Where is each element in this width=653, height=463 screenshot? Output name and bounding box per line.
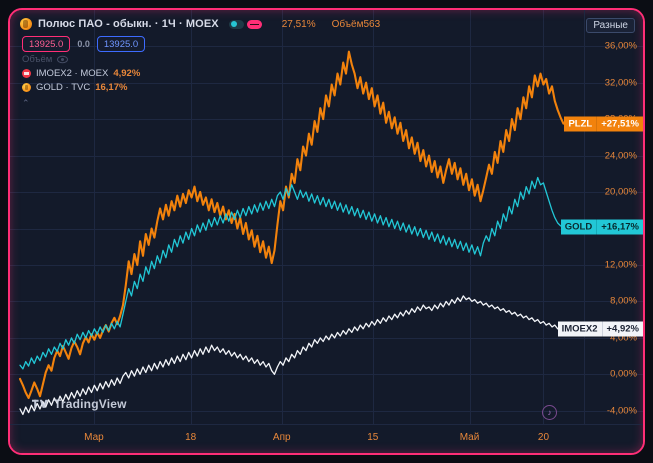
gridline-vertical <box>543 10 545 425</box>
legend-item-name: IMOEX2 · MOEX <box>36 68 109 79</box>
legend-item-value: 16,17% <box>95 82 128 93</box>
time-axis-tick: 20 <box>537 432 550 443</box>
gold-coin-icon <box>20 18 32 30</box>
imoex-dot-icon <box>22 69 31 78</box>
price-low-box[interactable]: 13925.0 <box>22 36 71 52</box>
watermark-text: TradingView <box>54 397 127 411</box>
chevron-up-icon[interactable]: ⌃ <box>22 98 30 108</box>
gridline-horizontal <box>10 301 643 303</box>
time-axis-tick: Мар <box>84 432 104 443</box>
series-line-imoex2 <box>19 295 565 416</box>
price-axis-tick: 0,00% <box>610 368 637 380</box>
time-axis-tick: 15 <box>367 432 379 443</box>
chart-header: Полюс ПАО - обыкн. · 1Ч · MOEX 27,51% Об… <box>20 15 635 33</box>
symbol-title[interactable]: Полюс ПАО - обыкн. · 1Ч · MOEX <box>38 18 219 30</box>
chart-series-layer <box>18 50 565 416</box>
price-range-row: 13925.0 0.0 13925.0 <box>22 36 146 52</box>
time-axis[interactable]: Мар 18 Апр 15 Май 20 <box>10 424 643 453</box>
series-flag-plzl[interactable]: PLZL +27,51% <box>564 116 643 132</box>
chart-window: Полюс ПАО - обыкн. · 1Ч · MOEX 27,51% Об… <box>8 8 645 455</box>
chart-area[interactable]: Полюс ПАО - обыкн. · 1Ч · MOEX 27,51% Об… <box>10 10 643 453</box>
scale-mode-chip[interactable]: Разные <box>586 18 635 33</box>
gridline-horizontal <box>10 119 643 121</box>
gridline-vertical <box>281 10 283 425</box>
gridline-horizontal <box>10 228 643 230</box>
time-axis-tick: 18 <box>185 432 197 443</box>
gridline-horizontal <box>10 46 643 48</box>
time-axis-tick: Апр <box>272 432 291 443</box>
toggle-visible-icon[interactable] <box>228 19 244 29</box>
price-axis-tick: 20,00% <box>604 186 637 198</box>
series-flag-name: GOLD <box>560 219 597 235</box>
series-flag-gold[interactable]: GOLD +16,17% <box>560 219 643 235</box>
gridline-vertical <box>469 10 471 425</box>
gridline-horizontal <box>10 82 643 84</box>
header-volume: Объём563 <box>331 18 381 30</box>
series-flag-name: IMOEX2 <box>557 321 602 337</box>
legend-volume-row[interactable]: Объём <box>22 54 140 65</box>
price-high-box[interactable]: 13925.0 <box>96 36 146 52</box>
series-flag-value: +4,92% <box>601 321 643 337</box>
price-axis[interactable]: 36,00%32,00%28,00%24,00%20,00%16,00%12,0… <box>584 10 643 425</box>
series-flag-value: +16,17% <box>596 219 643 235</box>
price-axis-tick: -4,00% <box>606 405 637 417</box>
gold-dot-icon <box>22 83 31 92</box>
tradingview-watermark: TradingView <box>32 397 127 411</box>
price-axis-tick: 24,00% <box>604 150 637 162</box>
series-flag-value: +27,51% <box>596 116 643 132</box>
chart-legend: Объём IMOEX2 · MOEX 4,92% GOLD · TVC 16,… <box>22 54 140 109</box>
legend-item-name: GOLD · TVC <box>36 82 91 93</box>
toggle-settings-icon[interactable] <box>246 19 262 29</box>
legend-item-value: 4,92% <box>113 68 141 79</box>
gridline-horizontal <box>10 337 643 339</box>
price-axis-tick: 12,00% <box>604 259 637 271</box>
header-change-percent: 27,51% <box>281 18 316 30</box>
series-toggle-group[interactable] <box>228 19 262 29</box>
replay-badge-icon[interactable]: ♪ <box>542 405 557 420</box>
gridline-vertical <box>93 10 95 425</box>
legend-item-imoex2[interactable]: IMOEX2 · MOEX 4,92% <box>22 68 140 79</box>
price-axis-tick: 32,00% <box>604 77 637 89</box>
price-axis-tick: 4,00% <box>610 332 637 344</box>
price-mid-value: 0.0 <box>77 39 90 49</box>
gridline-vertical <box>190 10 192 425</box>
price-axis-tick: 8,00% <box>610 295 637 307</box>
gridline-horizontal <box>10 374 643 376</box>
gridline-horizontal <box>10 155 643 157</box>
gridline-horizontal <box>10 192 643 194</box>
series-flag-imoex2[interactable]: IMOEX2 +4,92% <box>557 321 643 337</box>
time-axis-tick: Май <box>459 432 480 443</box>
legend-volume-label: Объём <box>22 54 53 65</box>
gridline-horizontal <box>10 410 643 412</box>
gridline-horizontal <box>10 264 643 266</box>
header-right-slot: Разные <box>586 15 635 33</box>
price-axis-tick: 36,00% <box>604 40 637 52</box>
tradingview-logo-icon <box>32 399 48 408</box>
eye-icon[interactable] <box>57 55 69 64</box>
legend-item-gold[interactable]: GOLD · TVC 16,17% <box>22 82 140 93</box>
series-flag-name: PLZL <box>564 116 597 132</box>
series-line-gold <box>19 176 565 370</box>
